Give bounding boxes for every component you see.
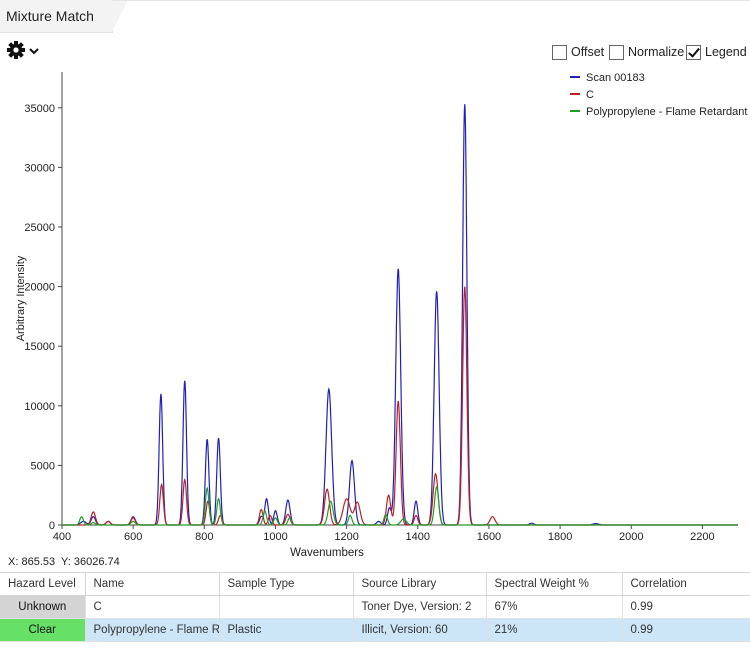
y-tick-label: 5000 [31, 460, 55, 472]
column-header-source-library[interactable]: Source Library [353, 572, 487, 596]
correlation-cell: 0.99 [622, 618, 750, 642]
table-header-row: Hazard Level Name Sample Type Source Lib… [0, 572, 750, 596]
sample-type-cell [219, 595, 354, 619]
settings-menu-button[interactable] [6, 40, 42, 62]
y-tick-label: 35000 [24, 103, 55, 115]
x-tick-label: 1400 [406, 531, 430, 543]
x-tick-label: 1800 [548, 531, 572, 543]
normalize-checkbox[interactable]: Normalize [609, 43, 684, 61]
legend-checkbox[interactable]: Legend [686, 43, 747, 61]
tab-mixture-match[interactable]: Mixture Match [0, 0, 128, 33]
tab-label: Mixture Match [6, 8, 94, 24]
column-header-sample-type[interactable]: Sample Type [219, 572, 354, 596]
x-tick-label: 2200 [690, 531, 714, 543]
series-line-2 [62, 485, 738, 526]
offset-checkbox-box[interactable] [552, 44, 567, 60]
y-tick-label: 10000 [24, 401, 55, 413]
normalize-label: Normalize [628, 45, 685, 59]
chevron-down-icon [29, 48, 39, 55]
legend-entry-0: Scan 00183 [586, 72, 645, 84]
y-tick-label: 15000 [24, 341, 55, 353]
y-axis-label: Arbitrary Intensity [15, 255, 27, 341]
legend-entry-1: C [586, 89, 594, 101]
sample-type-cell: Plastic [219, 618, 354, 642]
column-header-correlation[interactable]: Correlation [622, 572, 750, 596]
legend-label: Legend [705, 45, 747, 59]
results-table: Hazard Level Name Sample Type Source Lib… [0, 572, 750, 642]
column-header-hazard-level[interactable]: Hazard Level [0, 572, 86, 596]
legend-entry-2: Polypropylene - Flame Retardant [586, 106, 747, 118]
x-axis-label: Wavenumbers [290, 547, 364, 556]
hazard-level-cell: Unknown [0, 595, 86, 619]
x-tick-label: 1000 [263, 531, 287, 543]
column-header-spectral-weight[interactable]: Spectral Weight % [486, 572, 623, 596]
cursor-y-value: 36026.74 [73, 556, 120, 568]
x-tick-label: 1200 [334, 531, 358, 543]
top-divider [112, 0, 750, 1]
cursor-y-label: Y: [61, 556, 71, 568]
offset-checkbox[interactable]: Offset [552, 43, 604, 61]
name-cell: C [85, 595, 220, 619]
offset-label: Offset [571, 45, 605, 59]
legend-checkbox-box[interactable] [686, 44, 701, 60]
y-tick-label: 25000 [24, 222, 55, 234]
name-cell: Polypropylene - Flame R [85, 618, 220, 642]
cursor-x-label: X: [8, 556, 19, 568]
x-tick-label: 1600 [477, 531, 501, 543]
y-tick-label: 30000 [24, 162, 55, 174]
y-tick-label: 0 [49, 520, 55, 532]
source-library-cell: Toner Dye, Version: 2 [353, 595, 487, 619]
hazard-level-cell: Clear [0, 618, 86, 642]
correlation-cell: 0.99 [622, 595, 750, 619]
spectral-weight-cell: 21% [486, 618, 623, 642]
normalize-checkbox-box[interactable] [609, 44, 624, 60]
source-library-cell: Illicit, Version: 60 [353, 618, 487, 642]
series-line-0 [62, 104, 738, 526]
column-header-name[interactable]: Name [85, 572, 220, 596]
x-tick-label: 400 [53, 531, 71, 543]
gear-icon [7, 41, 25, 59]
spectral-weight-cell: 67% [486, 595, 623, 619]
y-tick-label: 20000 [24, 282, 55, 294]
cursor-x-value: 865.53 [21, 556, 56, 568]
table-row[interactable]: Clear Polypropylene - Flame R Plastic Il… [0, 618, 750, 642]
table-row[interactable]: Unknown C Toner Dye, Version: 2 67% 0.99 [0, 595, 750, 619]
cursor-readout: X: 865.53 Y: 36026.74 [8, 556, 120, 568]
x-tick-label: 2000 [619, 531, 643, 543]
spectrum-chart[interactable]: 0 5000 10000 15000 20000 25000 30000 35000 400 60… [0, 66, 750, 556]
x-tick-label: 800 [195, 531, 213, 543]
x-tick-label: 600 [124, 531, 142, 543]
